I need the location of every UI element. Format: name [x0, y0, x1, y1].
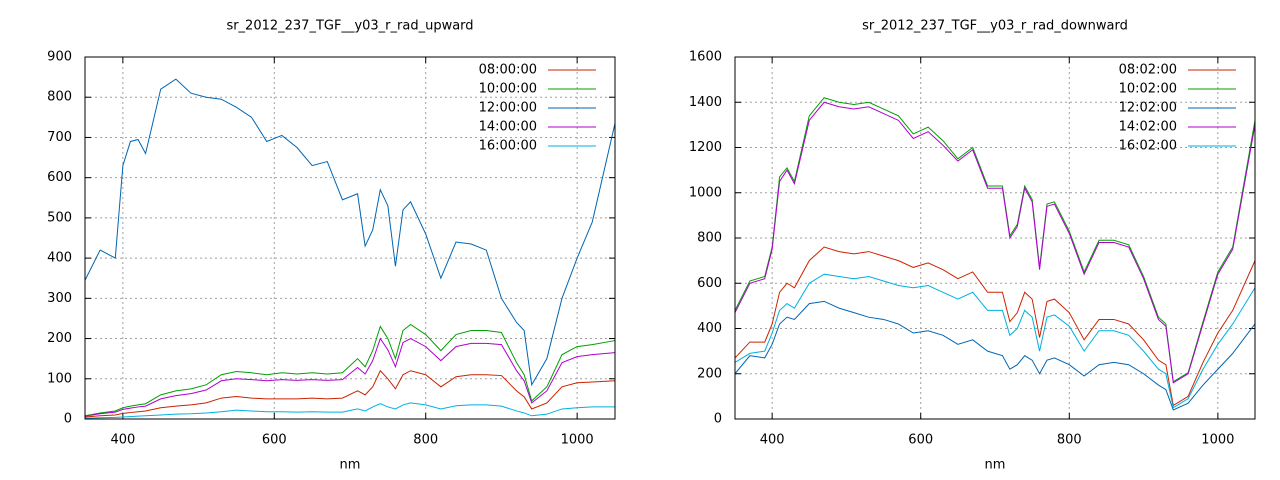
legend-label: 10:02:00 [1119, 82, 1177, 97]
x-tick-label: 1000 [1201, 433, 1234, 448]
y-tick-label: 800 [47, 90, 72, 105]
y-tick-label: 700 [47, 130, 72, 145]
y-tick-label: 300 [47, 291, 72, 306]
legend-label: 12:02:00 [1119, 101, 1177, 116]
y-tick-label: 1600 [689, 50, 722, 65]
series-line [734, 246, 1256, 407]
y-tick-label: 900 [47, 50, 72, 65]
legend-label: 08:02:00 [1119, 63, 1177, 78]
y-tick-label: 1200 [689, 140, 722, 155]
legend-label: 14:00:00 [479, 120, 537, 135]
y-tick-label: 100 [47, 371, 72, 386]
x-tick-label: 600 [908, 433, 933, 448]
series-line [84, 337, 616, 417]
x-tick-label: 800 [413, 433, 438, 448]
series-line [734, 273, 1256, 409]
y-tick-label: 600 [47, 170, 72, 185]
legend-label: 16:02:00 [1119, 139, 1177, 154]
y-tick-label: 400 [47, 251, 72, 266]
x-tick-label: 800 [1057, 433, 1082, 448]
legend-label: 16:00:00 [479, 139, 537, 154]
y-tick-label: 500 [47, 210, 72, 225]
y-tick-label: 800 [697, 231, 722, 246]
legend-label: 08:00:00 [479, 63, 537, 78]
series-line [84, 402, 615, 419]
series-line [734, 300, 1256, 411]
chart-title: sr_2012_237_TGF__y03_r_rad_upward [226, 19, 473, 34]
y-tick-label: 1400 [689, 95, 722, 110]
series-line [84, 323, 616, 417]
series-line [734, 97, 1256, 383]
x-axis-label: nm [340, 458, 361, 473]
y-tick-label: 0 [64, 412, 72, 427]
x-tick-label: 1000 [561, 433, 594, 448]
x-axis-label: nm [985, 458, 1006, 473]
plot-frame [734, 56, 1256, 420]
chart-title: sr_2012_237_TGF__y03_r_rad_downward [862, 19, 1128, 34]
y-tick-label: 400 [697, 321, 722, 336]
x-tick-label: 600 [262, 433, 287, 448]
y-tick-label: 200 [697, 366, 722, 381]
legend-label: 10:00:00 [479, 82, 537, 97]
x-tick-label: 400 [110, 433, 135, 448]
series-line [84, 369, 616, 418]
x-tick-label: 400 [760, 433, 785, 448]
y-tick-label: 200 [47, 331, 72, 346]
series-line [84, 78, 616, 387]
y-tick-label: 600 [697, 276, 722, 291]
plot-frame [84, 56, 616, 420]
legend-label: 14:02:00 [1119, 120, 1177, 135]
y-tick-label: 1000 [689, 185, 722, 200]
y-tick-label: 0 [714, 412, 722, 427]
series-line [734, 101, 1256, 384]
legend-label: 12:00:00 [479, 101, 537, 116]
